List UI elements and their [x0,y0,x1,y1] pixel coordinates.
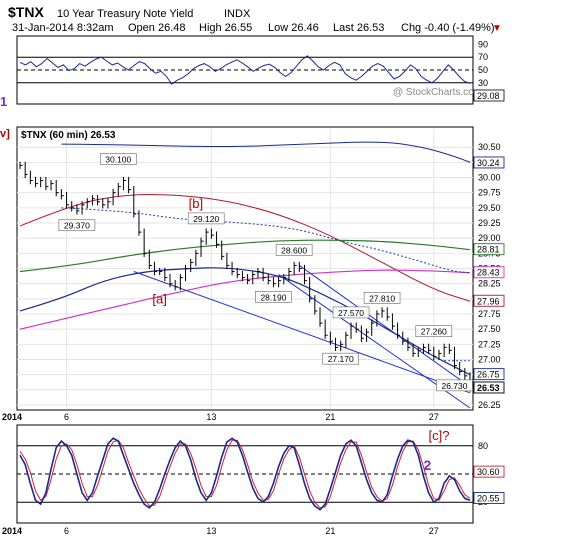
price-tick-label: 27.00 [478,354,501,364]
ma-green-curve [19,239,471,273]
chart-header: $TNX 10 Year Treasury Note Yield INDX 31… [8,4,502,34]
price-callout-label: 27.810 [369,293,395,303]
wave-label: [b] [189,196,203,211]
watermark: @ StockCharts.com [393,87,482,98]
price-callout-label: 27.170 [328,354,354,364]
price-callout-label: 29.120 [193,214,219,224]
price-callout-box [332,306,370,319]
exchange-label: INDX [224,8,251,20]
rsi-tick-label: 50 [478,65,488,75]
price-tick-label: 29.25 [478,218,501,228]
stoch-x-tick: 21 [325,526,335,536]
price-panel-title: $TNX (60 min) 26.53 [21,130,116,141]
open-value: Open 26.48 [128,22,186,34]
rsi-value-box [473,89,505,102]
stoch-value-box [473,491,505,504]
ma-magenta-curve [19,269,471,330]
price-value-box [473,156,505,169]
price-value-label: 26.53 [477,383,500,393]
stoch-tick-label: 80 [478,441,488,451]
price-value-label: 27.96 [477,296,500,306]
symbol: $TNX [8,4,44,20]
price-value-label: 28.43 [477,268,500,278]
high-value: High 26.55 [199,22,252,34]
price-callout-box [415,325,453,338]
price-value-box [473,368,505,381]
price-tick-label: 29.75 [478,188,501,198]
price-value-label: 30.24 [477,158,500,168]
price-callout-box [436,379,473,392]
price-tick-label: 27.50 [478,324,501,334]
price-x-tick: 6 [64,412,69,422]
price-value-label: 26.75 [477,370,500,380]
price-callout-box [322,352,359,365]
wave-label: [a] [152,292,166,307]
stoch-k-line [19,437,471,511]
price-value-box [473,381,505,394]
ma-blue-top-curve [61,141,471,163]
instrument-name: 10 Year Treasury Note Yield [57,8,193,20]
stoch-x-tick: 13 [206,526,216,536]
down-arrow-icon: ▼ [492,23,502,34]
price-tick-label: 29.50 [478,203,501,213]
price-callout-label: 28.600 [281,245,307,255]
rsi-value-label: 29.08 [477,91,500,101]
price-x-tick: 27 [429,412,439,422]
channel-upper-line [299,265,471,388]
price-tick-label: 30.50 [478,142,501,152]
datetime: 31-Jan-2014 8:32am [12,22,114,34]
rsi-line [19,55,471,85]
channel-lower-line [133,271,471,394]
low-value: Low 26.46 [268,22,319,34]
stoch-wave-label: 2 [423,457,431,473]
price-x-tick: 13 [206,412,216,422]
price-tick-label: 27.25 [478,339,501,349]
price-callout-box [255,291,292,303]
stoch-year-label: 2014 [2,526,22,536]
price-panel: $TNX (60 min) 26.53 30.5030.2530.0029.75… [2,129,505,443]
rsi-tick-label: 90 [478,39,488,49]
price-tick-label: 26.25 [478,400,501,410]
price-callout-label: 29.370 [64,221,90,231]
price-tick-label: 29.00 [478,233,501,243]
price-callout-box [363,292,401,304]
price-value-box [473,266,505,279]
ma-red-curve [19,194,471,302]
price-value-label: 28.81 [477,245,500,255]
price-callout-label: 30.100 [105,154,131,164]
stoch-x-tick: 6 [64,526,69,536]
stoch-value-box [473,465,505,478]
price-x-tick: 21 [325,412,335,422]
price-callout-box [99,153,137,165]
price-callout-box [58,219,96,232]
price-callout-label: 27.260 [421,327,447,337]
ma-dotted-curve [61,207,471,274]
price-callout-box [187,212,225,225]
price-tick-label: 28.25 [478,279,501,289]
rsi-tick-label: 30 [478,78,488,88]
stoch-x-tick: 27 [429,526,439,536]
stoch-value-label: 20.55 [477,493,500,503]
price-callout-label: 26.730 [441,381,467,391]
change-value: Chg -0.40 (-1.49%) [401,22,495,34]
price-value-box [473,243,505,256]
left-wave-label-top: 1 [0,94,7,109]
price-callout-label: 27.570 [338,308,364,318]
last-value: Last 26.53 [333,22,384,34]
rsi-panel: 907050301029.08 [17,39,505,102]
price-callout-label: 28.190 [260,292,286,302]
left-wave-label-mid: v] [0,128,10,140]
price-tick-label: 27.75 [478,309,501,319]
wave-label-c: [c]? [428,428,449,443]
price-tick-label: 30.00 [478,173,501,183]
stoch-value-label: 30.60 [477,467,500,477]
price-value-box [473,294,505,307]
stoch-d-line [19,439,471,509]
price-callout-box [275,244,313,256]
price-year-label: 2014 [2,412,22,422]
rsi-tick-label: 70 [478,52,488,62]
